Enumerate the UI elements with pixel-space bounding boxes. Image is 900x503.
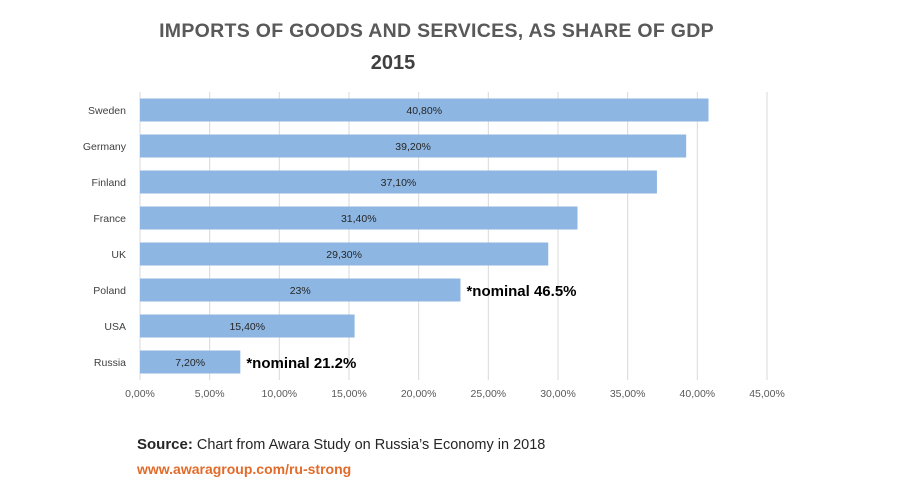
source-link[interactable]: www.awaragroup.com/ru-strong <box>137 461 352 477</box>
category-label: Finland <box>92 177 127 189</box>
category-label: USA <box>104 321 126 333</box>
category-label: UK <box>111 249 126 261</box>
data-label: 29,30% <box>326 249 362 261</box>
data-label: 23% <box>290 285 311 297</box>
data-label: 7,20% <box>175 357 205 369</box>
bar <box>140 278 461 302</box>
bar <box>140 350 241 374</box>
x-tick-label: 10,00% <box>262 388 298 400</box>
category-label: Poland <box>93 285 126 297</box>
bar-chart: 0,00% 5,00% 10,00% 15,00% 20,00% 25,00% 30,00%… <box>83 92 785 400</box>
x-tick-label: 15,00% <box>331 388 367 400</box>
category-label: Sweden <box>88 105 126 117</box>
data-label: 31,40% <box>341 213 377 225</box>
bar <box>140 314 355 338</box>
data-label: 39,20% <box>395 141 431 153</box>
bar <box>140 134 687 158</box>
x-tick-label: 40,00% <box>680 388 716 400</box>
x-tick-label: 45,00% <box>749 388 785 400</box>
source-text: Chart from Awara Study on Russia’s Econo… <box>196 437 546 453</box>
bar <box>140 206 578 230</box>
chart-subtitle: 2015 <box>370 52 416 74</box>
x-tick-label: 25,00% <box>471 388 507 400</box>
category-label: Russia <box>94 357 126 369</box>
source-label: Source: <box>137 436 193 453</box>
x-tick-label: 35,00% <box>610 388 646 400</box>
bar <box>140 170 657 194</box>
data-label: 15,40% <box>229 321 265 333</box>
data-label: 40,80% <box>406 105 442 117</box>
category-label: France <box>93 213 126 225</box>
x-tick-label: 5,00% <box>195 388 225 400</box>
x-tick-label: 30,00% <box>540 388 576 400</box>
annotation: *nominal 21.2% <box>246 355 356 372</box>
data-label: 37,10% <box>381 177 417 189</box>
annotation: *nominal 46.5% <box>466 283 576 300</box>
bar <box>140 98 709 122</box>
x-tick-label: 20,00% <box>401 388 437 400</box>
category-label: Germany <box>83 141 127 153</box>
bar <box>140 242 549 266</box>
x-tick-label: 0,00% <box>125 388 155 400</box>
chart-title: IMPORTS OF GOODS AND SERVICES, AS SHARE … <box>159 20 714 42</box>
source-line: Source: Chart from Awara Study on Russia… <box>137 436 545 453</box>
